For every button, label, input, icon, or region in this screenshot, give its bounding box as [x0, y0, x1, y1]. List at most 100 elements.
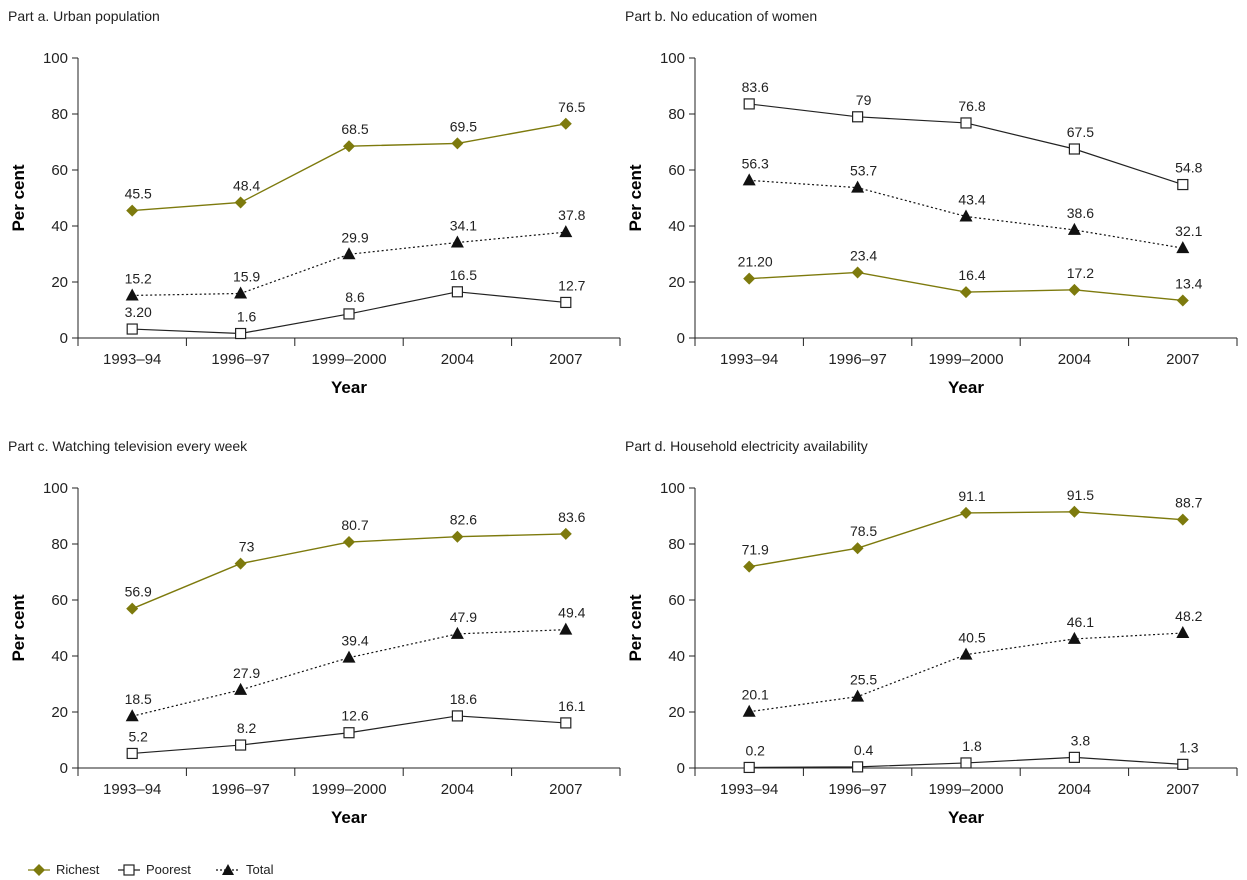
data-point-total: [959, 209, 973, 222]
x-tick-label: 1999–2000: [928, 781, 1003, 798]
data-label-total: 40.5: [958, 630, 985, 646]
x-tick-label: 1996–97: [211, 351, 269, 368]
series-line-poorest: [749, 103, 1183, 186]
legend-item-total: Total: [216, 862, 274, 877]
series-line-richest: [749, 511, 1183, 568]
data-point-total: [450, 626, 464, 639]
y-tick-label: 60: [51, 162, 68, 179]
data-point-richest: [1176, 294, 1189, 307]
data-label-total: 34.1: [450, 218, 477, 234]
y-tick-label: 80: [51, 536, 68, 553]
data-label-total: 20.1: [742, 687, 769, 703]
y-tick-label: 40: [51, 648, 68, 665]
data-point-richest: [960, 286, 972, 299]
chart-panel-c: Part c. Watching television every week 0…: [8, 438, 628, 858]
data-label-poorest: 79: [856, 92, 872, 108]
data-label-richest: 83.6: [558, 509, 585, 525]
data-point-poorest: [343, 308, 355, 320]
y-tick-label: 100: [660, 50, 685, 67]
data-label-total: 47.9: [450, 609, 477, 625]
data-label-total: 38.6: [1067, 205, 1094, 221]
chart-title: Part a. Urban population: [8, 8, 160, 24]
data-label-total: 32.1: [1175, 223, 1202, 239]
y-tick-label: 0: [677, 760, 685, 777]
data-point-richest: [960, 506, 972, 519]
x-tick-label: 1993–94: [103, 781, 161, 798]
data-point-richest: [743, 272, 756, 285]
data-label-richest: 76.5: [558, 99, 585, 115]
data-point-richest: [343, 536, 355, 549]
x-tick-label: 2004: [441, 351, 474, 368]
y-axis-title: Per cent: [9, 164, 28, 231]
x-axis-title: Year: [331, 378, 367, 397]
x-tick-label: 2004: [441, 781, 474, 798]
legend-item-richest: Richest: [28, 862, 100, 877]
y-tick-label: 40: [668, 648, 685, 665]
data-point-poorest: [743, 98, 755, 110]
data-label-richest: 73: [239, 539, 255, 555]
data-label-poorest: 16.5: [450, 267, 477, 283]
diamond-marker-icon: [33, 864, 45, 876]
data-label-total: 39.4: [341, 633, 368, 649]
data-point-poorest: [560, 717, 572, 729]
x-tick-label: 2007: [549, 351, 582, 368]
data-label-richest: 56.9: [125, 584, 152, 600]
data-label-total: 27.9: [233, 665, 260, 681]
y-tick-label: 60: [668, 592, 685, 609]
data-point-total: [450, 235, 464, 248]
data-point-poorest: [852, 761, 864, 773]
data-point-poorest: [1068, 751, 1080, 763]
chart-panel-a: Part a. Urban population 0 20 40 60 80 100 199…: [8, 8, 628, 428]
data-label-richest: 48.4: [233, 177, 260, 193]
legend-item-poorest: Poorest: [118, 862, 191, 877]
data-point-poorest: [743, 761, 755, 774]
data-label-total: 43.4: [958, 191, 985, 207]
x-axis-title: Year: [948, 378, 984, 397]
data-point-poorest: [1068, 143, 1080, 155]
y-axis-title: Per cent: [9, 594, 28, 661]
data-point-total: [342, 650, 356, 663]
data-point-poorest: [451, 710, 463, 722]
y-axis-title: Per cent: [626, 594, 645, 661]
data-point-richest: [234, 196, 247, 209]
chart-svg: 0 20 40 60 80 100 1993–94 1996–97 1999–2000 2004 2…: [9, 50, 621, 397]
data-point-total: [851, 689, 865, 702]
data-point-total: [559, 622, 573, 635]
y-tick-label: 80: [668, 536, 685, 553]
x-tick-label: 1993–94: [720, 351, 778, 368]
data-label-poorest: 1.8: [962, 738, 982, 754]
x-tick-label: 1996–97: [828, 781, 886, 798]
data-label-richest: 16.4: [958, 267, 985, 283]
data-point-poorest: [960, 117, 972, 129]
data-point-richest: [451, 530, 464, 543]
data-point-richest: [343, 140, 355, 153]
data-label-richest: 82.6: [450, 512, 477, 528]
data-point-total: [559, 225, 573, 238]
data-point-richest: [451, 137, 464, 150]
y-tick-label: 20: [668, 274, 685, 291]
y-tick-label: 100: [43, 50, 68, 67]
data-point-poorest: [126, 323, 138, 335]
chart-title: Part d. Household electricity availabili…: [625, 438, 868, 454]
data-point-total: [1176, 626, 1190, 639]
y-tick-label: 20: [51, 704, 68, 721]
chart-panel-d: Part d. Household electricity availabili…: [625, 438, 1245, 858]
y-tick-label: 20: [51, 274, 68, 291]
data-label-richest: 71.9: [742, 542, 769, 558]
data-label-poorest: 8.6: [345, 289, 365, 305]
data-label-poorest: 18.6: [450, 691, 477, 707]
data-label-poorest: 0.4: [854, 742, 874, 758]
triangle-marker-icon: [222, 864, 234, 875]
data-point-total: [1176, 241, 1190, 254]
data-point-poorest: [451, 286, 463, 298]
data-label-poorest: 3.20: [125, 304, 152, 320]
data-label-poorest: 0.2: [745, 742, 765, 758]
data-point-poorest: [343, 727, 355, 739]
x-tick-label: 2007: [549, 781, 582, 798]
data-label-total: 25.5: [850, 672, 877, 688]
data-label-poorest: 1.6: [237, 309, 257, 325]
data-point-total: [342, 247, 356, 260]
data-label-poorest: 76.8: [958, 98, 985, 114]
y-tick-label: 40: [51, 218, 68, 235]
square-marker-icon: [123, 864, 135, 876]
